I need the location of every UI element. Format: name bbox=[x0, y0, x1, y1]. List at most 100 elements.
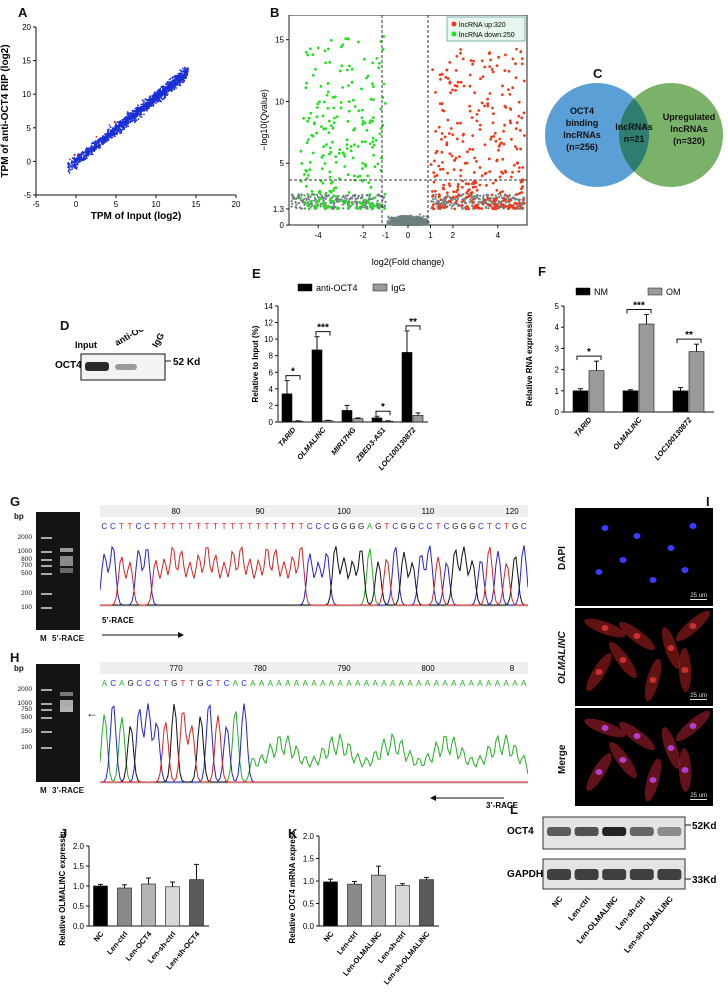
point-down bbox=[345, 147, 349, 150]
point-up bbox=[453, 159, 456, 162]
scatter-point bbox=[68, 166, 70, 169]
scatter-point bbox=[91, 151, 93, 154]
point-up bbox=[475, 188, 479, 192]
point-up bbox=[454, 69, 458, 72]
point-up bbox=[500, 202, 504, 206]
base-letter: G bbox=[469, 522, 475, 531]
sample-band bbox=[60, 568, 73, 573]
point-ns bbox=[382, 196, 385, 199]
base-letter: G bbox=[349, 522, 355, 531]
ladder-band bbox=[41, 573, 52, 575]
point-ns bbox=[297, 194, 300, 197]
point-ns bbox=[308, 203, 311, 206]
point-down bbox=[312, 193, 316, 197]
scatter-point bbox=[115, 123, 118, 126]
band-oct4 bbox=[574, 827, 599, 836]
point-down bbox=[346, 119, 350, 123]
point-down bbox=[316, 102, 320, 106]
point-down bbox=[361, 122, 365, 126]
lane-3race: 3’-RACE bbox=[52, 786, 85, 795]
base-letter: T bbox=[213, 522, 218, 531]
point-ns bbox=[330, 205, 333, 209]
point-down bbox=[360, 108, 364, 112]
point-down bbox=[324, 207, 327, 211]
x-tick-label: 5 bbox=[114, 200, 119, 209]
scatter-point bbox=[70, 162, 73, 165]
ruler-label: 800 bbox=[421, 664, 435, 673]
point-down bbox=[316, 46, 320, 50]
scatter-point bbox=[134, 107, 137, 110]
point-down bbox=[339, 45, 343, 49]
point-ns bbox=[344, 196, 347, 199]
point-up bbox=[432, 207, 436, 211]
size-52kd: 52Kd bbox=[692, 821, 716, 832]
point-up bbox=[485, 184, 488, 187]
scatter-point bbox=[88, 151, 90, 154]
category-label: Len-ctrl bbox=[335, 930, 360, 957]
point-up bbox=[464, 207, 468, 211]
point-down bbox=[305, 169, 309, 173]
point-down bbox=[381, 47, 385, 51]
point-ns bbox=[465, 202, 468, 205]
category-label: Len-ctrl bbox=[105, 930, 130, 957]
point-ns bbox=[498, 196, 501, 199]
point-ns bbox=[298, 206, 301, 209]
point-up bbox=[468, 73, 472, 77]
point-ns bbox=[324, 197, 327, 200]
panel-i-fluorescence: 25 um 25 um 25 um DAPI OLMALINC Merge bbox=[555, 508, 725, 808]
point-ns bbox=[448, 195, 451, 199]
point-up bbox=[440, 150, 444, 154]
panel-label-e: E bbox=[252, 266, 261, 281]
scatter-point bbox=[90, 147, 92, 150]
bar bbox=[382, 420, 394, 423]
point-ns bbox=[489, 196, 492, 199]
point-ns bbox=[482, 196, 485, 199]
point-down bbox=[311, 151, 315, 155]
point-ns bbox=[394, 221, 397, 224]
point-up bbox=[475, 160, 478, 163]
x-tick-label: 2 bbox=[451, 231, 456, 240]
point-up bbox=[459, 80, 463, 84]
scatter-point bbox=[165, 83, 167, 86]
point-down bbox=[379, 107, 383, 111]
point-up bbox=[452, 168, 456, 172]
point-ns bbox=[499, 194, 502, 197]
point-down bbox=[382, 35, 386, 38]
scatter-point bbox=[146, 106, 148, 109]
point-up bbox=[480, 101, 484, 105]
point-down bbox=[377, 66, 381, 70]
point-up bbox=[433, 189, 437, 193]
legend-down-marker bbox=[451, 31, 457, 37]
point-up bbox=[455, 190, 458, 194]
y-tick-label: 20 bbox=[22, 23, 31, 32]
venn-right-line-3: (n=320) bbox=[673, 136, 705, 146]
scatter-point bbox=[122, 125, 125, 128]
point-ns bbox=[444, 199, 447, 202]
row-oct4: OCT4 bbox=[507, 826, 534, 837]
point-up bbox=[459, 168, 463, 172]
point-ns bbox=[457, 203, 460, 206]
point-ns bbox=[296, 196, 299, 199]
point-up bbox=[486, 102, 490, 106]
point-up bbox=[501, 84, 504, 88]
point-down bbox=[341, 151, 345, 155]
scatter-point bbox=[77, 161, 80, 164]
point-down bbox=[306, 138, 310, 142]
band-oct4 bbox=[629, 827, 654, 836]
point-ns bbox=[408, 221, 411, 224]
point-ns bbox=[485, 206, 488, 210]
base-letter: T bbox=[128, 522, 133, 531]
x-tick-label: -2 bbox=[360, 231, 368, 240]
base-letter: T bbox=[256, 522, 261, 531]
point-up bbox=[478, 128, 482, 131]
point-down bbox=[313, 122, 316, 126]
scatter-point bbox=[179, 73, 182, 76]
point-up bbox=[478, 123, 482, 127]
venn-left-line-3: lncRNAs bbox=[563, 130, 601, 140]
point-up bbox=[504, 169, 507, 173]
scatter-point bbox=[160, 90, 163, 93]
point-down bbox=[315, 201, 318, 205]
point-down bbox=[343, 165, 347, 168]
sig-stars: * bbox=[587, 347, 591, 358]
